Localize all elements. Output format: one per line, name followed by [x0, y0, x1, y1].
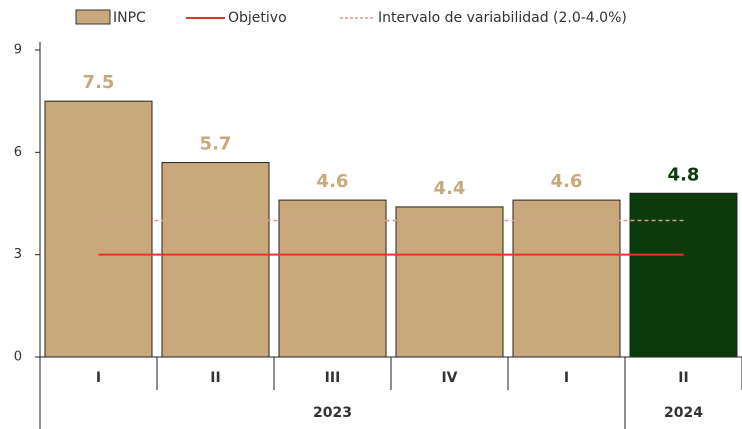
value-label: 4.4 [434, 178, 466, 199]
x-tick-label: II [210, 370, 220, 386]
x-tick-label: I [96, 370, 101, 386]
x-tick-label: II [678, 370, 688, 386]
value-label: 5.7 [200, 134, 232, 155]
group-label: 2024 [664, 405, 703, 421]
y-tick-label: 3 [14, 247, 22, 262]
legend-label: Objetivo [228, 10, 287, 26]
y-tick-label: 9 [14, 43, 22, 58]
y-tick-label: 6 [14, 145, 22, 160]
bar [44, 100, 153, 358]
legend-swatch [75, 9, 111, 25]
group-label: 2023 [313, 405, 352, 421]
bar [278, 199, 387, 358]
bar [512, 199, 621, 358]
x-tick-label: IV [441, 370, 457, 386]
value-label: 4.6 [317, 171, 349, 192]
legend-label: INPC [113, 10, 146, 26]
bar [629, 192, 738, 358]
legend-label: Intervalo de variabilidad (2.0-4.0%) [378, 10, 627, 26]
value-label: 4.6 [551, 171, 583, 192]
y-tick-label: 0 [14, 350, 22, 365]
x-tick-label: III [325, 370, 341, 386]
value-label: 4.8 [668, 164, 700, 185]
bar [161, 162, 270, 358]
bar [395, 206, 504, 358]
value-label: 7.5 [83, 72, 115, 93]
x-tick-label: I [564, 370, 569, 386]
